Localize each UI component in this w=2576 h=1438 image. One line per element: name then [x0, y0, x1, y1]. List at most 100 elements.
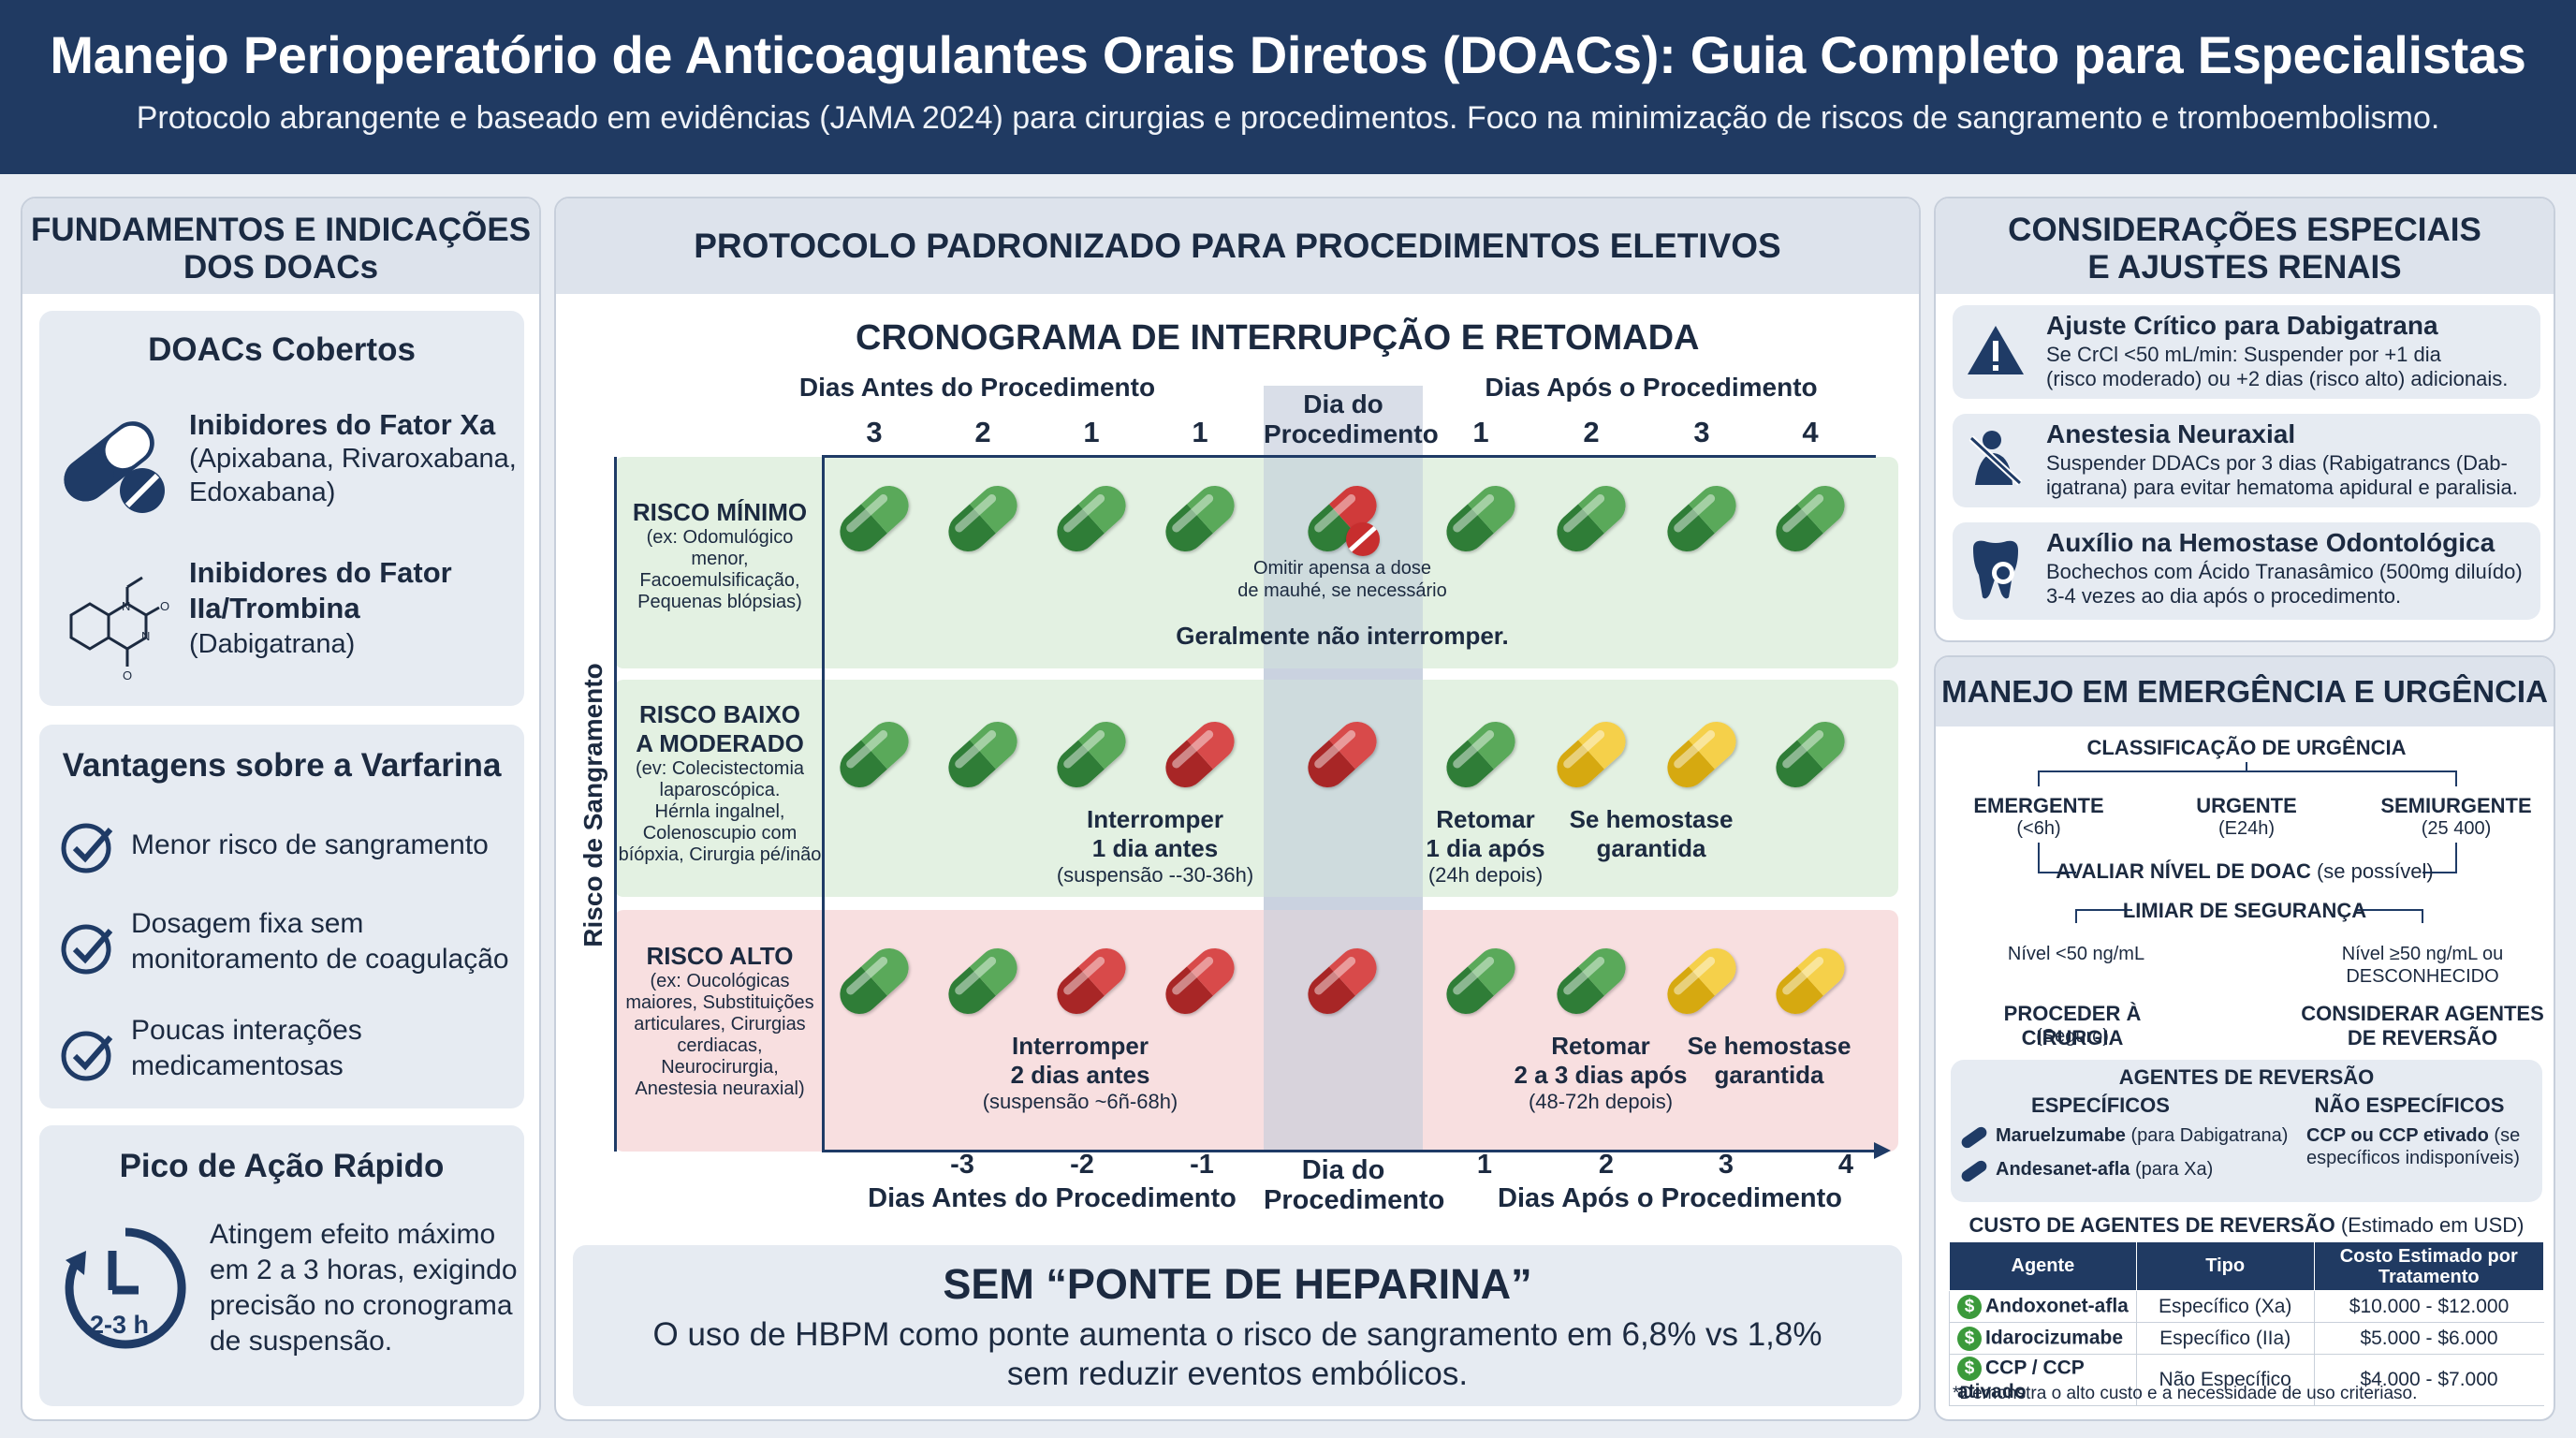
special-line: Suspender DDACs por 3 dias (Rabigatrancs…	[2046, 451, 2508, 475]
dollar-icon: $	[1957, 1357, 1982, 1381]
center-panel: PROTOCOLO PADRONIZADO PARA PROCEDIMENTOS…	[554, 197, 1921, 1421]
capsule-pill-icon	[64, 421, 165, 513]
iia-title-1: Inibidores do Fator	[189, 556, 452, 589]
x-axis-top	[822, 455, 1876, 458]
special-line: igatrana) para evitar hematoma apidural …	[2046, 476, 2518, 499]
note-line: Se hemostase	[1569, 805, 1734, 833]
nonspecific-agent-2: específicos indisponíveis)	[2306, 1148, 2520, 1168]
special-card-dabigatran: Ajuste Crítico para Dabigatrana Se CrCl …	[1953, 305, 2540, 399]
special-title-line1: CONSIDERAÇÕES ESPECIAIS	[2008, 212, 2481, 248]
note-line: 2 dias antes	[1010, 1061, 1150, 1089]
agent-note: (para Dabigatrana)	[2130, 1125, 2289, 1146]
bottom-day-tick: -1	[1190, 1150, 1214, 1180]
row-desc: Facoemulsificação,	[639, 570, 800, 591]
cost-table: Agente Tipo Costo Estimado por Tratament…	[1949, 1241, 2545, 1406]
note-line: (24h depois)	[1427, 863, 1544, 887]
table-header: Costo Estimado por Tratamento	[2313, 1241, 2545, 1291]
row-desc: (ex: Oucológicas	[650, 971, 790, 991]
chart-title: CRONOGRAMA DE INTERRUPÇÃO E RETOMADA	[856, 318, 1700, 358]
note-line: (48-72h depois)	[1528, 1090, 1674, 1113]
x-axis-arrow	[1874, 1142, 1891, 1159]
x-axis-divider	[822, 457, 825, 1152]
tooth-icon	[1973, 540, 2018, 599]
advantage-3-line2: medicamentosas	[131, 1050, 344, 1081]
table-cell-type: Específico (IIa)	[2135, 1322, 2315, 1355]
bridge-text-2: sem reduzir eventos embólicos.	[1006, 1356, 1469, 1392]
note-line: (suspensão ~6ñ-68h)	[982, 1090, 1178, 1113]
vial-icon	[1961, 1160, 1987, 1182]
consider-reversal-1: CONSIDERAR AGENTES	[2301, 1002, 2544, 1025]
table-cell-type: Específico (Xa)	[2135, 1290, 2315, 1323]
moderate-resume-note: Retomar 1 dia após (24h depois)	[1415, 805, 1556, 888]
agent-note: (se	[2488, 1125, 2521, 1146]
no-spine-person-icon	[1969, 431, 2023, 486]
row-desc: cerdiacas,	[677, 1035, 763, 1056]
svg-text:O: O	[123, 668, 132, 682]
agent-name: Maruelzumabe	[1996, 1125, 2126, 1146]
dollar-icon: $	[1957, 1326, 1982, 1351]
table-cell-agent: $ CCP / CCP ativado	[1949, 1354, 2137, 1406]
peak-icon-label: 2-3 h	[90, 1311, 150, 1339]
minimal-note-1: Omitir apensa a dose	[1252, 558, 1432, 579]
row-desc: (ex: Odomulógico	[646, 527, 794, 548]
row-title: RISCO BAIXO	[639, 700, 800, 728]
urgency-semiurgent: SEMIURGENTE	[2380, 794, 2532, 817]
special-line: Bochechos com Ácido Tranasâmico (500mg d…	[2046, 560, 2523, 583]
top-day-tick: 1	[1192, 416, 1208, 448]
emergency-panel: MANEJO EM EMERGÊNCIA E URGÊNCIA CLASSIFI…	[1934, 655, 2555, 1421]
urgency-urgent-time: (E24h)	[2217, 818, 2276, 839]
note-line: garantida	[1714, 1061, 1824, 1089]
bridge-title: SEM “PONTE DE HEPARINA”	[943, 1260, 1532, 1308]
high-level-1: Nível ≥50 ng/mL ou	[2341, 944, 2504, 964]
before-label-top: Dias Antes do Procedimento	[798, 373, 1156, 402]
row-desc: menor,	[691, 549, 749, 569]
cost-title: CUSTO DE AGENTES DE REVERSÃO (Estimado e…	[1936, 1213, 2554, 1238]
checkmark-icon	[61, 924, 113, 975]
row-desc: (ev: Colecistectomia	[635, 758, 805, 779]
consider-reversal-2: DE REVERSÃO	[2347, 1026, 2498, 1049]
minimal-general: Geralmente não interromper.	[1176, 622, 1509, 650]
minimal-note-2: de mauhé, se necessário	[1237, 580, 1447, 601]
high-hemostasis-note: Se hemostase garantida	[1676, 1032, 1863, 1090]
left-title-line2: DOS DOACs	[183, 249, 379, 286]
xa-desc-2: Edoxabana)	[189, 477, 336, 507]
cost-footnote: *Demonstra o alto custo e a necessidade …	[1953, 1384, 2418, 1403]
urgency-classification: CLASSIFICAÇÃO DE URGÊNCIA	[2086, 736, 2407, 759]
procedure-day-top-1: Dia do	[1303, 389, 1383, 418]
high-level-2: DESCONHECIDO	[2346, 966, 2499, 987]
bottom-day-tick: 4	[1837, 1150, 1854, 1180]
peak-line-4: de suspensão.	[210, 1326, 393, 1357]
specific-agent-1: Maruelzumabe (para Dabigatrana)	[1996, 1125, 2288, 1147]
row-label-high: RISCO ALTO (ex: Oucológicas maiores, Sub…	[618, 942, 822, 1100]
note-line: 1 dia antes	[1091, 834, 1219, 862]
split-pill-icon	[1346, 522, 1380, 556]
row-label-moderate: RISCO BAIXO A MODERADO (ev: Colecistecto…	[618, 700, 822, 866]
special-panel: CONSIDERAÇÕES ESPECIAIS E AJUSTES RENAIS…	[1934, 197, 2555, 642]
special-card-dental: Auxílio na Hemostase Odontológica Bochec…	[1953, 522, 2540, 620]
special-line: Se CrCl <50 mL/min: Suspender por +1 dia	[2046, 343, 2441, 366]
advantage-1-line1: Menor risco de sangramento	[131, 829, 489, 860]
specific-agent-2: Andesanet-afla (para Xa)	[1996, 1159, 2213, 1181]
bottom-day-tick: 2	[1598, 1150, 1615, 1180]
peak-line-3: precisão no cronograma	[210, 1290, 513, 1321]
y-axis-label: Risco de Sangramento	[578, 663, 607, 947]
row-desc: Colenoscupio com	[642, 823, 798, 844]
bottom-day-tick: 1	[1476, 1150, 1493, 1180]
table-header: Tipo	[2135, 1241, 2315, 1291]
evaluate-doac-level: AVALIAR NÍVEL DE DOAC (se possível)	[2048, 859, 2441, 884]
top-day-tick: 1	[1083, 416, 1100, 448]
bridge-text-1: O uso de HBPM como ponte aumenta o risco…	[652, 1316, 1822, 1353]
table-cell-type: Não Específico	[2135, 1354, 2315, 1406]
evaluate-label: AVALIAR NÍVEL DE DOAC	[2056, 859, 2311, 883]
xa-desc-1: (Apixabana, Rivaroxabana,	[189, 444, 517, 474]
left-title-line1: FUNDAMENTOS E INDICAÇÕES	[30, 212, 532, 248]
urgency-urgent: URGENTE	[2196, 794, 2297, 817]
flow-lines	[2038, 762, 2457, 923]
page-title: Manejo Perioperatório de Anticoagulantes…	[50, 25, 2526, 84]
molecule-icon: N N O O	[69, 576, 169, 682]
agent-cell-text: Andoxonet-afla	[1985, 1295, 2129, 1317]
special-card-neuraxial: Anestesia Neuraxial Suspender DDACs por …	[1953, 414, 2540, 507]
vial-icon	[1961, 1126, 1987, 1149]
note-line: Se hemostase	[1687, 1032, 1852, 1060]
after-label-top: Dias Após o Procedimento	[1485, 373, 1818, 402]
